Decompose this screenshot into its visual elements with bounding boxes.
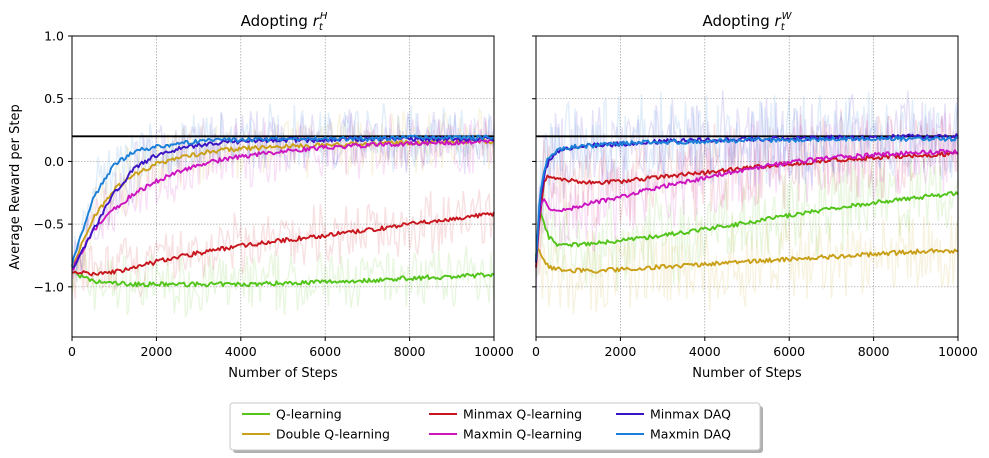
y-axis-label: Average Reward per Step [8, 104, 23, 269]
y-tick-label-4: 1.0 [44, 29, 64, 44]
panel-right: Adopting rtW 0 2000 4000 6000 8000 10000 Numb… [532, 11, 978, 381]
panel-right-title-symbol: r [775, 12, 782, 30]
x-tick-label-5: 10000 [938, 344, 978, 359]
panel-left-frame [71, 35, 495, 338]
panel-left-grid [72, 36, 494, 337]
band-double-q-learning [535, 215, 959, 314]
panel-right-title: Adopting rtW [702, 11, 792, 33]
series-line-double-q-learning [535, 247, 959, 274]
svg-text:Adopting rtW: Adopting rtW [702, 11, 792, 33]
x-tick-label-4: 8000 [858, 344, 890, 359]
panel-right-grid [536, 36, 958, 337]
panel-right-xlabel: Number of Steps [692, 366, 802, 381]
x-tick-label-0: 0 [68, 344, 76, 359]
band-minmax-daq [535, 90, 959, 303]
series-line-maxmin-q-learning [535, 148, 959, 260]
legend-label-5: Maxmin DAQ [650, 427, 731, 442]
legend-label-4: Minmax DAQ [650, 407, 731, 422]
panel-left-xlabel: Number of Steps [228, 366, 338, 381]
panel-left-title: Adopting rtH [241, 11, 328, 33]
y-tick-label-2: 0.0 [44, 154, 64, 169]
panel-left-series [71, 134, 495, 288]
panel-left-y-ticks: −1.0 −0.5 0.0 0.5 1.0 [34, 29, 72, 294]
panel-right-title-sub: t [781, 22, 786, 33]
band-maxmin-daq [535, 92, 959, 226]
x-tick-label-1: 2000 [140, 344, 172, 359]
x-tick-label-2: 4000 [225, 344, 257, 359]
panel-left-title-sup: H [320, 11, 328, 22]
panel-right-frame [535, 35, 959, 338]
legend-label-0: Q-learning [276, 407, 342, 422]
x-tick-label-0: 0 [532, 344, 540, 359]
panel-right-y-ticks [532, 35, 536, 288]
band-minmax-q-learning [71, 189, 495, 300]
x-tick-label-4: 8000 [394, 344, 426, 359]
panel-right-x-ticks: 0 2000 4000 6000 8000 10000 [532, 337, 978, 359]
legend-label-2: Minmax Q-learning [463, 407, 582, 422]
legend-label-3: Maxmin Q-learning [463, 427, 582, 442]
series-line-maxmin-daq [71, 134, 495, 267]
x-tick-label-5: 10000 [474, 344, 514, 359]
panel-right-title-main: Adopting [702, 12, 774, 30]
panel-left: Adopting rtH 0 2000 4000 6000 8000 10000 −1.0… [8, 11, 514, 381]
x-tick-label-3: 6000 [773, 344, 805, 359]
y-tick-label-1: −0.5 [34, 217, 64, 232]
panel-right-series [535, 133, 959, 274]
series-line-minmax-q-learning [71, 211, 495, 277]
band-q-learning [71, 245, 495, 319]
band-double-q-learning [71, 106, 495, 297]
series-line-maxmin-daq [535, 135, 959, 261]
panel-left-title-symbol: r [313, 12, 320, 30]
series-line-maxmin-q-learning [71, 138, 495, 271]
panel-left-x-ticks: 0 2000 4000 6000 8000 10000 [68, 337, 514, 359]
panel-left-title-sub: t [319, 22, 324, 33]
svg-text:Adopting rtH: Adopting rtH [241, 11, 328, 33]
panel-right-title-sup: W [782, 11, 793, 22]
legend: Q-learning Double Q-learning Minmax Q-lear… [229, 402, 763, 453]
series-line-minmax-q-learning [535, 151, 959, 268]
series-line-q-learning [535, 191, 959, 257]
legend-label-1: Double Q-learning [276, 427, 390, 442]
x-tick-label-1: 2000 [604, 344, 636, 359]
panel-left-title-main: Adopting [241, 12, 313, 30]
x-tick-label-3: 6000 [309, 344, 341, 359]
y-tick-label-3: 0.5 [44, 91, 64, 106]
legend-items: Q-learning Double Q-learning Minmax Q-lear… [242, 407, 731, 442]
y-tick-label-0: −1.0 [34, 279, 64, 294]
series-line-q-learning [71, 271, 495, 288]
x-tick-label-2: 4000 [689, 344, 721, 359]
